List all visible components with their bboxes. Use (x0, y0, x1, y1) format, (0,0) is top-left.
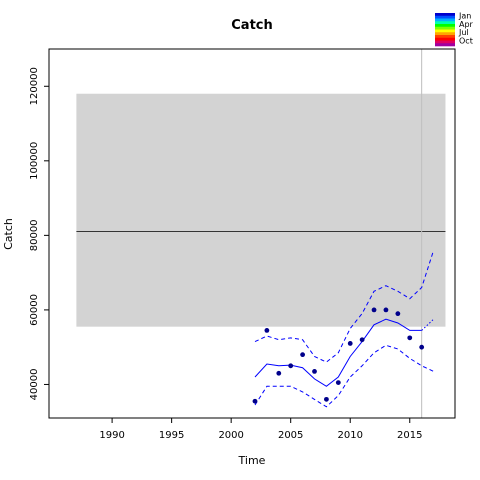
x-tick-label: 1990 (99, 430, 124, 441)
series-line-solid-0 (254, 318, 422, 387)
legend-color-swatch (435, 43, 455, 47)
x-tick-label: 2000 (218, 430, 243, 441)
shaded-band (76, 93, 446, 327)
legend-color-swatch (435, 29, 455, 33)
plot-area: 1990 1995 2000 2005 2010 2015 40000 60000 80000 1… (29, 48, 456, 441)
legend-color-swatch (435, 40, 455, 44)
legend-color-swatch (435, 35, 455, 39)
observed-point (324, 396, 329, 402)
x-tick-label: 1995 (159, 430, 184, 441)
observed-point (335, 380, 341, 385)
y-tick-label: 60000 (29, 294, 40, 326)
legend-color-swatch (435, 24, 455, 28)
x-axis-label: Time (238, 454, 266, 467)
observed-point (407, 335, 413, 341)
plot-frame (48, 48, 456, 419)
observed-point (371, 307, 377, 313)
observed-point (383, 307, 389, 313)
observed-point (276, 370, 282, 376)
y-tick-label: 100000 (29, 142, 40, 180)
y-tick-label: 120000 (29, 67, 40, 105)
legend-color-swatch (435, 15, 455, 19)
observed-point (252, 398, 258, 404)
y-axis-label: Catch (2, 218, 15, 250)
x-tick-label: 2015 (397, 430, 422, 441)
observed-point (300, 352, 306, 358)
legend-label-oct: Oct (459, 36, 473, 45)
observed-point (359, 337, 365, 343)
legend-color-swatch (435, 26, 455, 30)
legend-label-jan: Jan (458, 12, 471, 21)
observed-point (312, 369, 317, 374)
series-line-dashed-2 (254, 344, 434, 408)
y-tick-label: 40000 (29, 369, 40, 401)
legend-color-swatch (435, 32, 455, 36)
observed-point (395, 311, 401, 317)
legend-color-swatch (435, 21, 455, 25)
chart-title: Catch (231, 18, 273, 33)
series-line-dotted-3 (421, 318, 434, 331)
observed-point (419, 344, 425, 350)
legend-label-jul: Jul (458, 28, 469, 37)
y-tick-label: 80000 (29, 219, 40, 251)
observed-point (264, 328, 270, 333)
legend-color-swatch (435, 37, 455, 41)
x-tick-label: 2010 (337, 430, 362, 441)
legend-label-apr: Apr (459, 20, 474, 29)
legend-color-swatch (435, 18, 455, 22)
observed-point (288, 363, 294, 369)
observed-point (347, 341, 353, 346)
series-line-dashed-1 (254, 250, 435, 363)
x-tick-label: 2005 (278, 430, 303, 441)
legend-color-swatch (435, 13, 455, 17)
